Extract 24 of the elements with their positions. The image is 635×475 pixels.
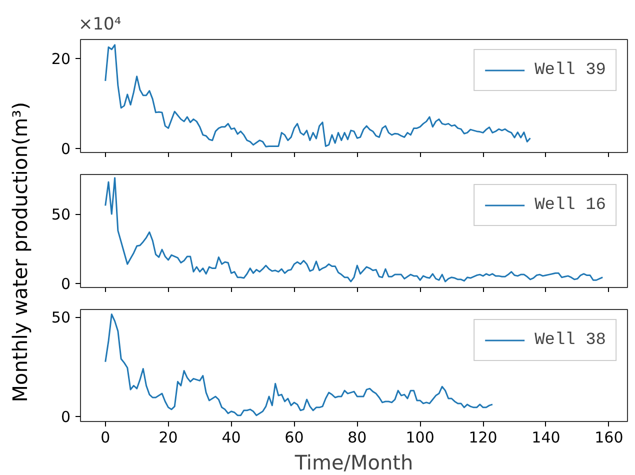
x-tick-label: 40	[222, 428, 241, 446]
legend-label: Well 38	[534, 330, 606, 350]
x-tick-label: 140	[532, 428, 560, 446]
y-tick-label: 50	[51, 206, 71, 224]
y-axis-title: Monthly water production(m³)	[7, 102, 33, 403]
x-tick-label: 100	[406, 428, 434, 446]
line-series	[104, 177, 604, 282]
y-tick-label: 20	[51, 50, 71, 68]
y-tick-label: 0	[60, 275, 71, 294]
legend-label: Well 39	[534, 60, 606, 80]
y-tick-label: 0	[60, 140, 71, 158]
x-tick-label: 60	[284, 428, 304, 446]
line-series	[104, 314, 494, 416]
x-tick-label: 120	[468, 428, 498, 446]
line-series	[104, 44, 531, 148]
y-tick-label: 0	[60, 408, 71, 426]
x-axis-title: Time/Month	[294, 450, 414, 474]
x-tick-label: 160	[594, 428, 624, 446]
x-tick-label: 20	[158, 428, 178, 446]
x-tick-label: 0	[100, 428, 110, 446]
text: ×10⁴	[78, 14, 122, 34]
legend-label: Well 16	[534, 196, 606, 214]
y-tick-label: 50	[51, 308, 71, 327]
x-tick-label: 80	[348, 428, 367, 446]
